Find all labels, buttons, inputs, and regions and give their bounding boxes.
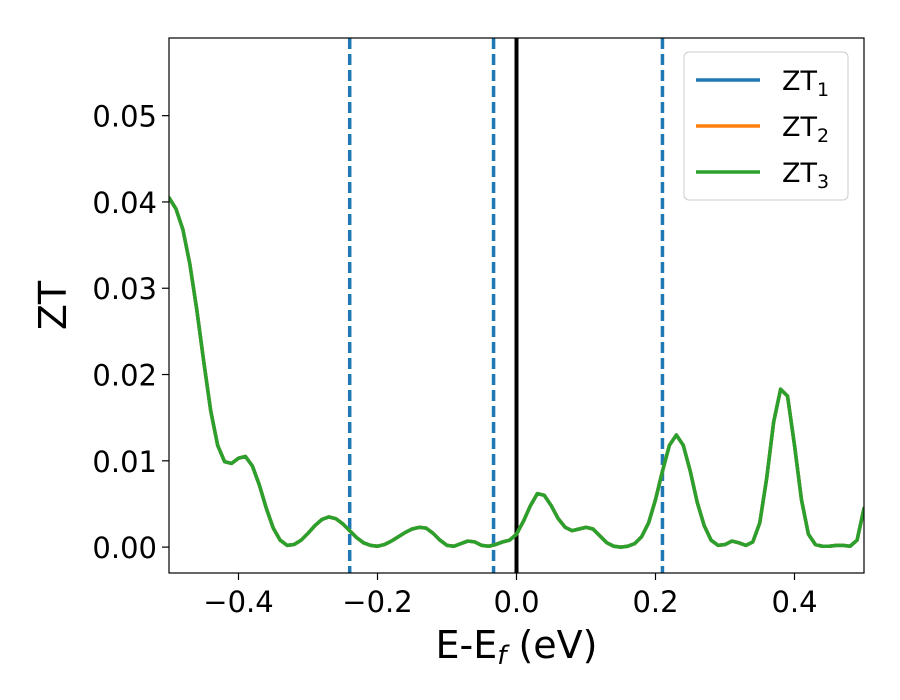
reference-lines bbox=[347, 38, 665, 573]
y-tick-label: 0.02 bbox=[92, 359, 157, 393]
y-tick-label: 0.05 bbox=[92, 100, 157, 134]
data-series bbox=[169, 195, 864, 549]
x-axis-title: E-Ef (eV) bbox=[436, 623, 598, 671]
x-tick-label: 0.4 bbox=[771, 585, 817, 619]
x-tick-label: −0.2 bbox=[342, 585, 412, 619]
x-axis: −0.4 −0.2 0.0 0.2 0.4 bbox=[203, 573, 818, 619]
y-tick-label: 0.00 bbox=[92, 531, 157, 565]
x-tick-label: 0.2 bbox=[632, 585, 678, 619]
y-axis-title: ZT bbox=[31, 280, 75, 330]
x-tick-label: 0.0 bbox=[493, 585, 539, 619]
y-tick-label: 0.04 bbox=[92, 186, 157, 220]
legend: ZT1 ZT2 ZT3 bbox=[683, 51, 849, 201]
x-tick-label: −0.4 bbox=[203, 585, 273, 619]
series-line-3 bbox=[169, 195, 864, 549]
y-axis: 0.00 0.01 0.02 0.03 0.04 0.05 bbox=[92, 100, 169, 565]
legend-label-3: ZT3 bbox=[782, 158, 829, 193]
y-tick-label: 0.01 bbox=[92, 445, 157, 479]
legend-label-1: ZT1 bbox=[782, 66, 829, 101]
legend-label-2: ZT2 bbox=[782, 112, 829, 147]
legend-box bbox=[683, 51, 849, 201]
y-tick-label: 0.03 bbox=[92, 272, 157, 306]
